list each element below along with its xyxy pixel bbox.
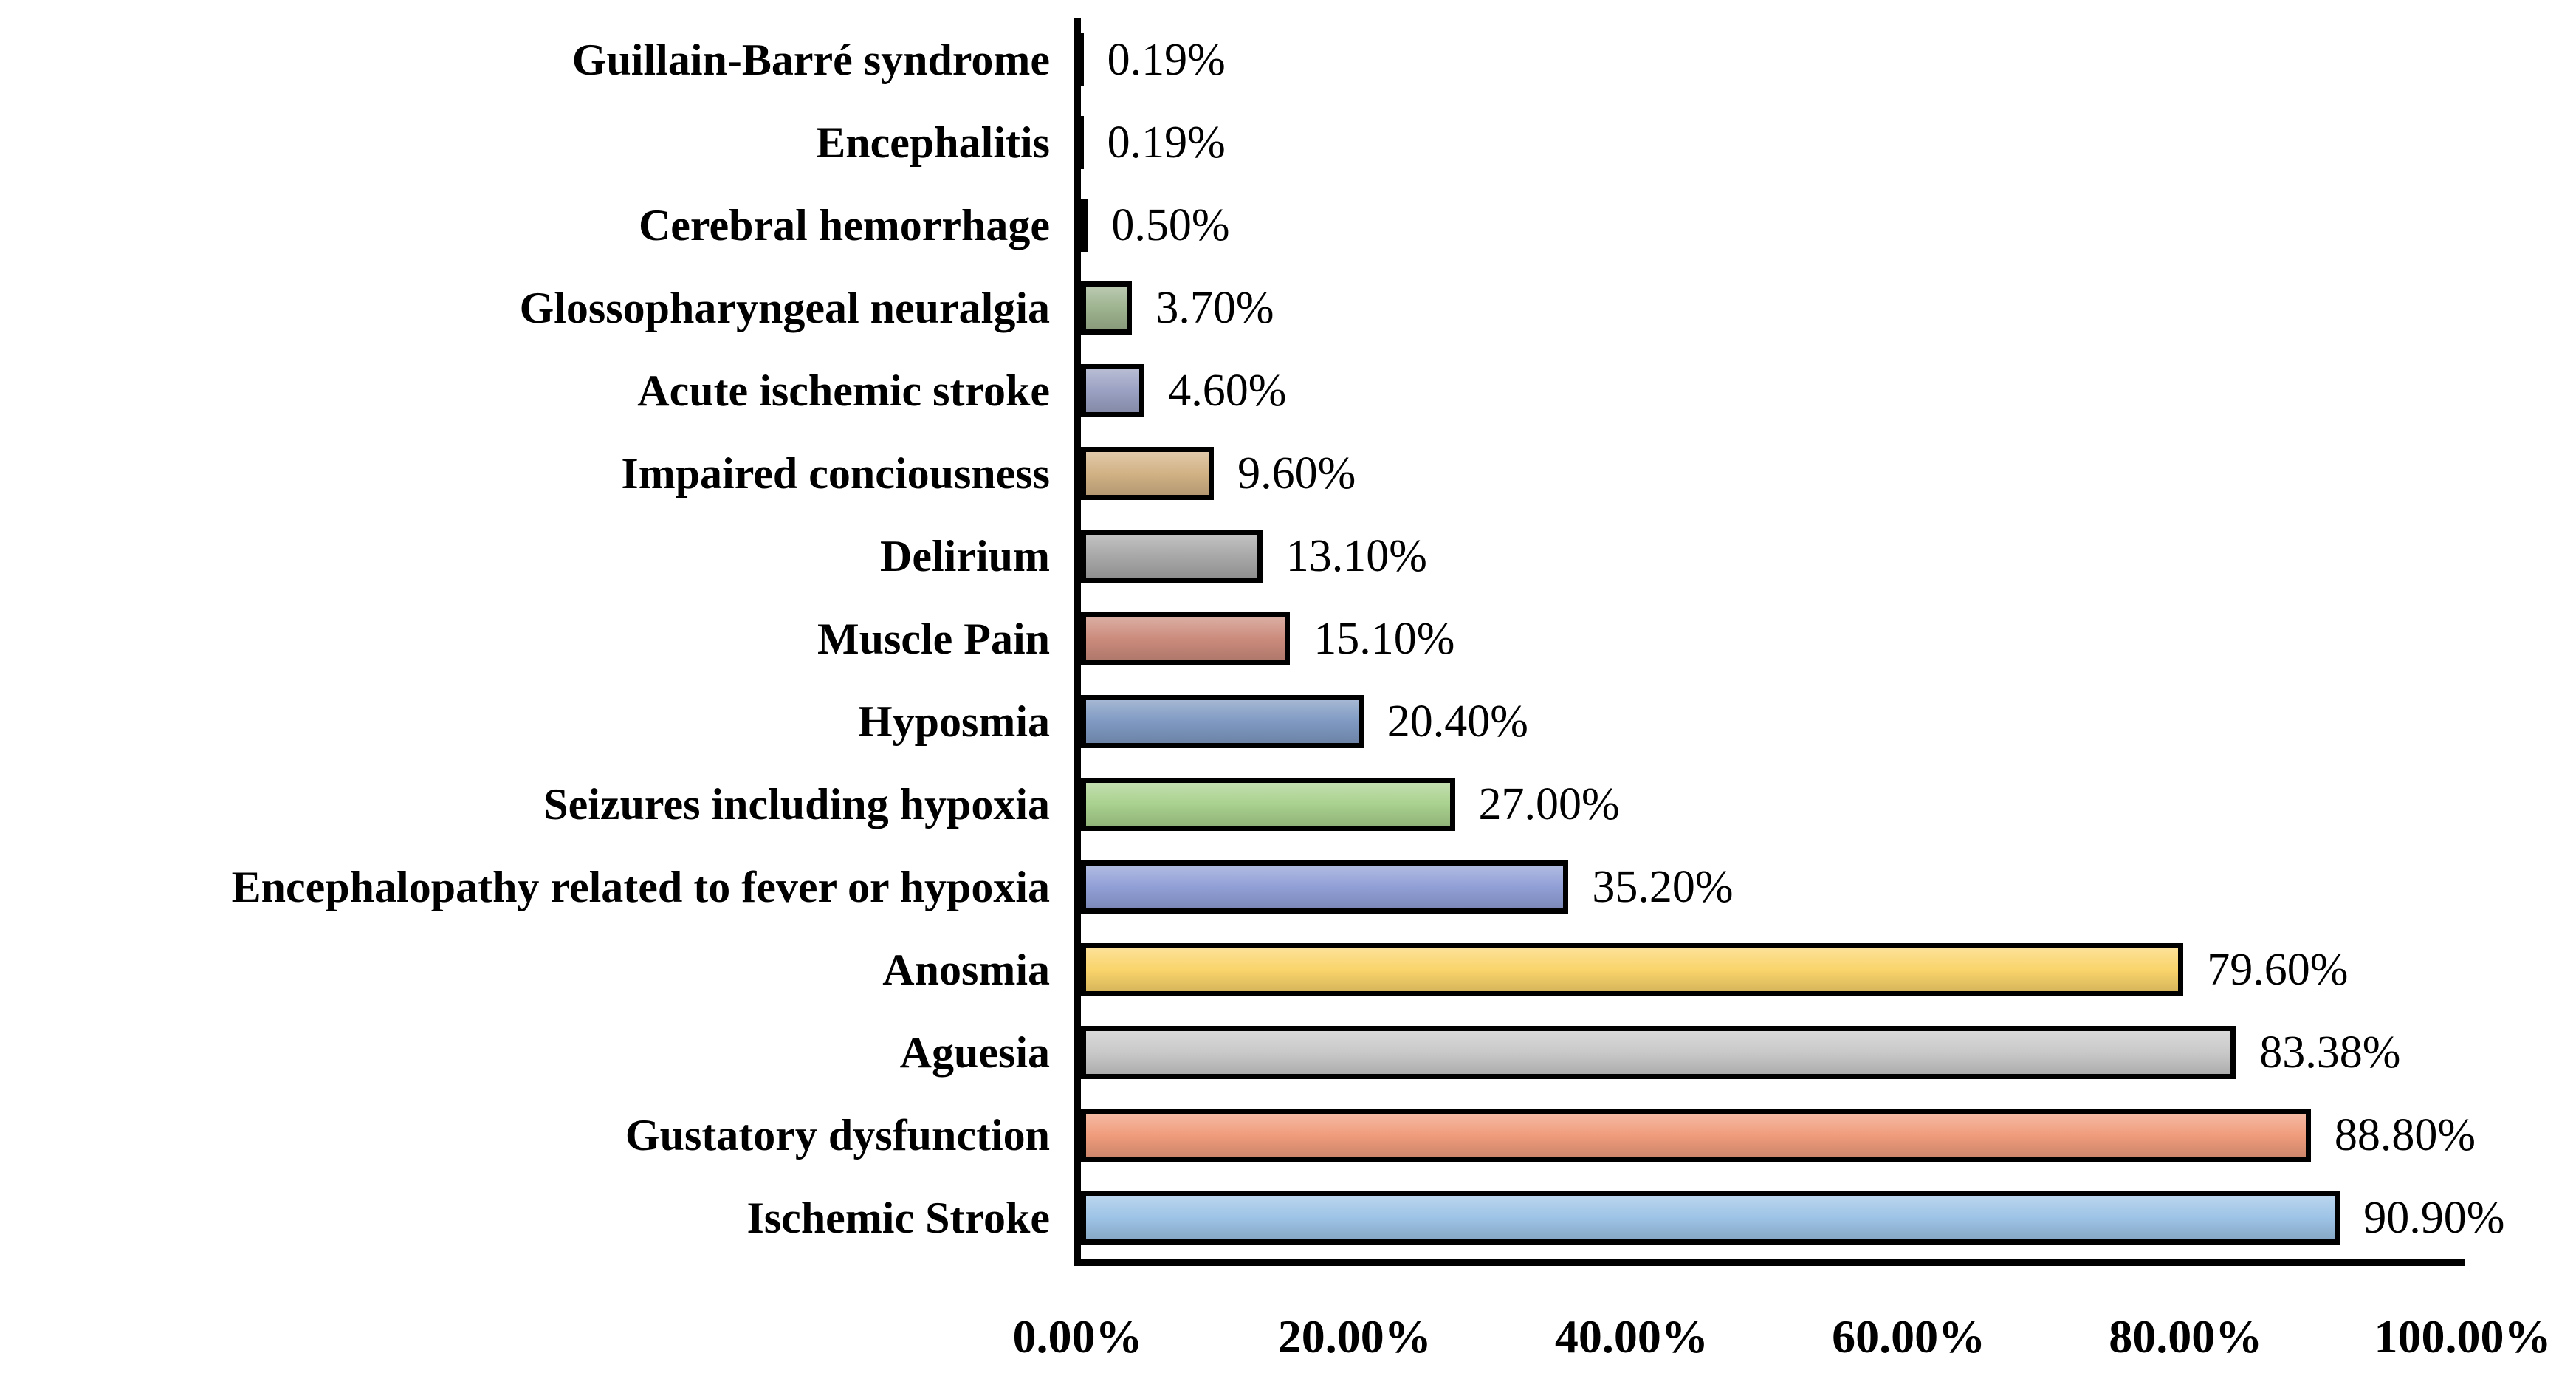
chart-row: Encephalopathy related to fever or hypox…	[0, 846, 2576, 928]
bar	[1081, 1026, 2236, 1079]
chart-row: Impaired conciousness 9.60%	[0, 432, 2576, 515]
chart-row: Delirium 13.10%	[0, 515, 2576, 598]
value-label: 3.70%	[1155, 283, 1274, 333]
bar	[1081, 943, 2184, 996]
category-label: Guillain-Barré syndrome	[571, 35, 1050, 84]
bar	[1081, 447, 1215, 500]
value-label: 27.00%	[1478, 779, 1620, 829]
chart-row: Glossopharyngeal neuralgia 3.70%	[0, 267, 2576, 349]
value-label: 0.19%	[1107, 117, 1226, 168]
category-label: Glossopharyngeal neuralgia	[519, 284, 1050, 332]
x-axis-tick-labels: 0.00% 20.00% 40.00% 60.00% 80.00% 100.00%	[0, 1313, 2576, 1380]
bar	[1081, 281, 1133, 335]
value-label: 90.90%	[2363, 1193, 2505, 1243]
chart-row: Hyposmia 20.40%	[0, 680, 2576, 763]
category-label: Acute ischemic stroke	[637, 366, 1050, 415]
chart-row: Acute ischemic stroke 4.60%	[0, 349, 2576, 432]
bar	[1081, 33, 1084, 86]
value-label: 88.80%	[2334, 1110, 2476, 1160]
value-label: 0.19%	[1107, 35, 1226, 85]
category-label: Cerebral hemorrhage	[638, 201, 1050, 250]
x-tick-label: 80.00%	[2109, 1310, 2263, 1363]
value-label: 4.60%	[1168, 366, 1287, 416]
category-label: Hyposmia	[857, 697, 1050, 746]
category-label: Gustatory dysfunction	[625, 1111, 1050, 1160]
chart-row: Cerebral hemorrhage 0.50%	[0, 184, 2576, 267]
x-tick-label: 100.00%	[2374, 1310, 2552, 1363]
bar	[1081, 530, 1263, 583]
chart-row: Muscle Pain 15.10%	[0, 598, 2576, 680]
category-label: Aguesia	[899, 1028, 1050, 1077]
value-label: 13.10%	[1285, 531, 1427, 581]
chart-rows: Guillain-Barré syndrome 0.19% Encephalitis…	[0, 18, 2576, 1259]
category-label: Impaired conciousness	[621, 449, 1050, 498]
bar	[1081, 778, 1455, 831]
chart-row: Guillain-Barré syndrome 0.19%	[0, 18, 2576, 101]
bar	[1081, 695, 1364, 748]
chart-row: Ischemic Stroke 90.90%	[0, 1177, 2576, 1259]
category-label: Anosmia	[882, 945, 1050, 994]
chart-row: Seizures including hypoxia 27.00%	[0, 763, 2576, 846]
value-label: 79.60%	[2207, 945, 2349, 995]
category-label: Muscle Pain	[817, 614, 1050, 663]
category-label: Delirium	[880, 532, 1050, 581]
category-label: Encephalopathy related to fever or hypox…	[231, 863, 1050, 911]
bar	[1081, 199, 1088, 252]
chart-row: Aguesia 83.38%	[0, 1011, 2576, 1094]
value-label: 83.38%	[2259, 1027, 2401, 1078]
value-label: 9.60%	[1237, 448, 1356, 499]
value-label: 15.10%	[1313, 614, 1455, 664]
x-tick-label: 40.00%	[1554, 1310, 1708, 1363]
value-label: 0.50%	[1111, 200, 1230, 250]
bar	[1081, 116, 1084, 169]
bar	[1081, 1109, 2311, 1162]
x-tick-label: 20.00%	[1277, 1310, 1432, 1363]
bar	[1081, 860, 1569, 914]
chart-row: Anosmia 79.60%	[0, 928, 2576, 1011]
x-tick-label: 0.00%	[1012, 1310, 1143, 1363]
bar	[1081, 364, 1145, 417]
category-label: Encephalitis	[816, 118, 1050, 167]
x-tick-label: 60.00%	[1832, 1310, 1986, 1363]
category-label: Ischemic Stroke	[746, 1194, 1050, 1242]
y-axis-line	[1074, 18, 1081, 1266]
value-label: 20.40%	[1387, 696, 1528, 747]
x-axis-line	[1074, 1259, 2465, 1266]
value-label: 35.20%	[1592, 862, 1734, 912]
chart-row: Encephalitis 0.19%	[0, 101, 2576, 184]
bar	[1081, 1191, 2340, 1245]
chart-row: Gustatory dysfunction 88.80%	[0, 1094, 2576, 1177]
category-label: Seizures including hypoxia	[543, 780, 1050, 829]
bar	[1081, 612, 1291, 665]
